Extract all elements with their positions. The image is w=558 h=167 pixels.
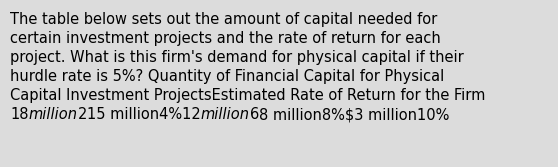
Text: 18: 18 <box>10 107 28 122</box>
Text: hurdle rate is 5%? Quantity of Financial Capital for Physical: hurdle rate is 5%? Quantity of Financial… <box>10 69 444 84</box>
Text: certain investment projects and the rate of return for each: certain investment projects and the rate… <box>10 31 441 46</box>
Text: 15 million4%12: 15 million4%12 <box>87 107 201 122</box>
Text: 6: 6 <box>249 107 259 122</box>
Text: 8 million8%$3 million10%: 8 million8%$3 million10% <box>259 107 449 122</box>
Text: million: million <box>28 107 78 122</box>
Text: million: million <box>201 107 249 122</box>
Text: Capital Investment ProjectsEstimated Rate of Return for the Firm: Capital Investment ProjectsEstimated Rat… <box>10 88 485 103</box>
Text: project. What is this firm's demand for physical capital if their: project. What is this firm's demand for … <box>10 50 464 65</box>
Text: 2: 2 <box>78 107 87 122</box>
Text: The table below sets out the amount of capital needed for: The table below sets out the amount of c… <box>10 12 437 27</box>
